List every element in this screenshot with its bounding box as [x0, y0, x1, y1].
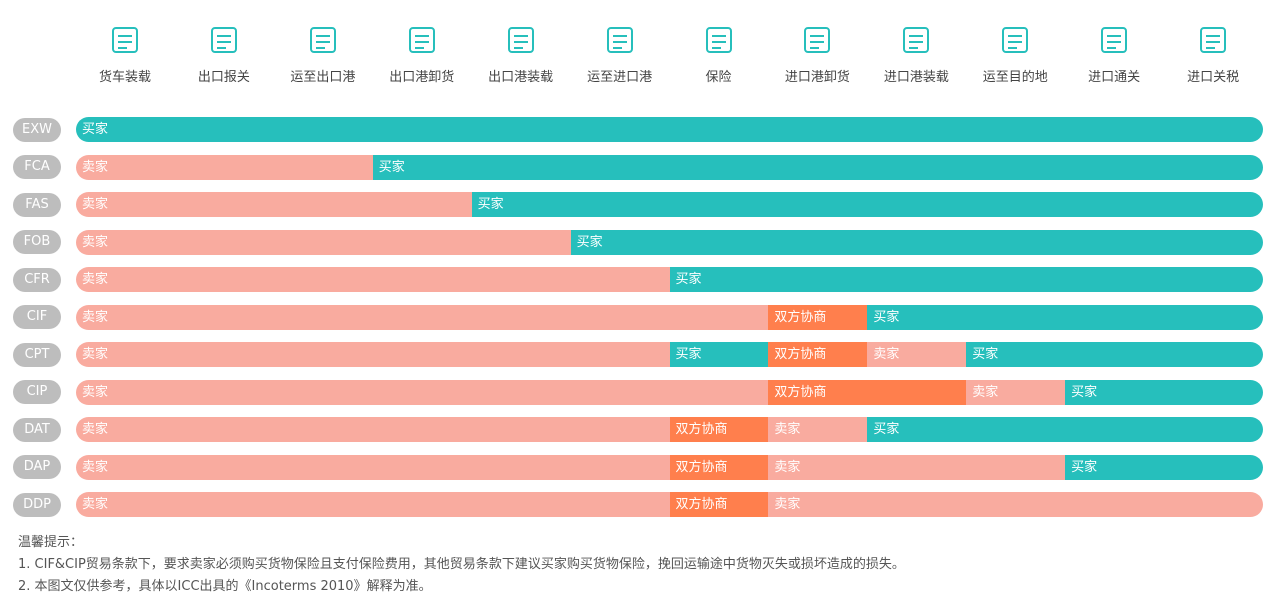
- segment: 双方协商: [768, 304, 868, 330]
- step: 货车装载: [76, 22, 174, 85]
- step-icon: [606, 27, 633, 53]
- segment: 买家: [669, 267, 1263, 292]
- term-bar: 卖家 双方协商 卖家 买家: [76, 379, 1263, 405]
- step-icon: [1002, 27, 1029, 53]
- step-label: 出口港装载: [488, 70, 554, 85]
- step: 进口港卸货: [768, 22, 866, 85]
- segment: 卖家: [76, 342, 670, 367]
- step-icon: [1200, 27, 1227, 53]
- term-bar: 卖家 买家: [76, 192, 1263, 217]
- segment: 卖家: [76, 417, 670, 442]
- segment: 双方协商: [669, 454, 769, 480]
- term-label: CPT: [13, 342, 61, 367]
- segment: 卖家: [76, 192, 472, 217]
- note-line: 2. 本图文仅供参考，具体以ICC出具的《Incoterms 2010》解释为准…: [18, 579, 432, 594]
- segment: 双方协商: [669, 492, 769, 517]
- step: 进口关税: [1164, 22, 1262, 85]
- step: 进口港装载: [867, 22, 965, 85]
- segment: 卖家: [768, 454, 1066, 480]
- step-label: 运至目的地: [982, 70, 1048, 85]
- notes: 温馨提示： 1. CIF&CIP贸易条款下，要求卖家必须购买货物保险且支付保险费…: [18, 532, 905, 598]
- notes-title: 温馨提示：: [18, 535, 84, 550]
- segment: 买家: [570, 229, 1263, 255]
- note-line: 1. CIF&CIP贸易条款下，要求卖家必须购买货物保险且支付保险费用，其他贸易…: [18, 557, 905, 572]
- segment: 双方协商: [669, 417, 769, 442]
- term-label: EXW: [13, 117, 61, 142]
- step: 运至进口港: [571, 22, 669, 85]
- step-label: 保险: [705, 70, 732, 85]
- segment: 买家: [867, 417, 1263, 442]
- step-label: 出口报关: [197, 70, 250, 85]
- segment: 买家: [372, 154, 1263, 180]
- segment: 双方协商: [768, 342, 868, 367]
- term-label: CIF: [13, 305, 61, 329]
- step-icon: [112, 27, 138, 53]
- term-bar: 卖家 双方协商 卖家 买家: [76, 417, 1263, 442]
- step-icon: [408, 27, 435, 53]
- step-label: 货车装载: [98, 70, 151, 85]
- term-label: DAT: [13, 417, 61, 442]
- step-icon: [507, 27, 534, 53]
- segment: 买家: [867, 304, 1263, 330]
- step: 进口通关: [1065, 22, 1163, 85]
- term-bar: 卖家 买家: [76, 267, 1263, 292]
- step: 运至出口港: [274, 22, 372, 85]
- step-icon: [1101, 27, 1128, 53]
- segment: 卖家: [76, 154, 373, 180]
- term-bar: 卖家 买家 双方协商 卖家 买家: [76, 342, 1263, 367]
- step-icon: [804, 27, 831, 53]
- step-icon: [903, 27, 930, 53]
- segment: 卖家: [76, 454, 670, 480]
- term-bar: 卖家 双方协商 买家: [76, 304, 1263, 330]
- segment: 卖家: [966, 379, 1066, 405]
- segment: 卖家: [76, 492, 670, 517]
- term-label: DAP: [13, 455, 61, 479]
- segment: 买家: [1065, 454, 1263, 480]
- step-label: 进口关税: [1187, 70, 1240, 85]
- step: 出口港装载: [472, 22, 570, 85]
- step-label: 出口港卸货: [389, 70, 455, 85]
- term-label: FCA: [13, 155, 61, 179]
- segment: 买家: [669, 342, 769, 367]
- term-label: FAS: [13, 192, 61, 217]
- step-icon: [705, 27, 732, 53]
- step-label: 运至出口港: [290, 70, 356, 85]
- step-label: 进口通关: [1088, 70, 1141, 85]
- segment: 卖家: [768, 417, 868, 442]
- segment: 买家: [76, 117, 1263, 142]
- term-label: CFR: [13, 267, 61, 292]
- term-bar: 卖家 买家: [76, 154, 1263, 180]
- step-icon: [210, 27, 237, 53]
- segment: 买家: [471, 192, 1263, 217]
- segment: 卖家: [76, 267, 670, 292]
- segment: 卖家: [76, 379, 769, 405]
- segment: 买家: [966, 342, 1263, 367]
- term-bar: 卖家 双方协商 卖家 买家: [76, 454, 1263, 480]
- term-label: FOB: [13, 230, 61, 254]
- step: 保险: [670, 22, 768, 85]
- term-label: CIP: [13, 380, 61, 404]
- segment: 双方协商: [768, 379, 967, 405]
- step-label: 运至进口港: [587, 70, 653, 85]
- term-bar: 卖家 买家: [76, 229, 1263, 255]
- segment: 卖家: [768, 492, 1263, 517]
- step-icon: [309, 27, 336, 53]
- segment: 卖家: [867, 342, 967, 367]
- term-bar: 买家: [76, 117, 1263, 142]
- term-label: DDP: [13, 492, 61, 517]
- step: 出口港卸货: [373, 22, 471, 85]
- step: 运至目的地: [966, 22, 1064, 85]
- step-label: 进口港装载: [883, 70, 949, 85]
- step: 出口报关: [175, 22, 273, 85]
- segment: 卖家: [76, 229, 571, 255]
- step-label: 进口港卸货: [784, 70, 850, 85]
- segment: 买家: [1065, 379, 1263, 405]
- segment: 卖家: [76, 304, 769, 330]
- term-bar: 卖家 双方协商 卖家: [76, 492, 1263, 517]
